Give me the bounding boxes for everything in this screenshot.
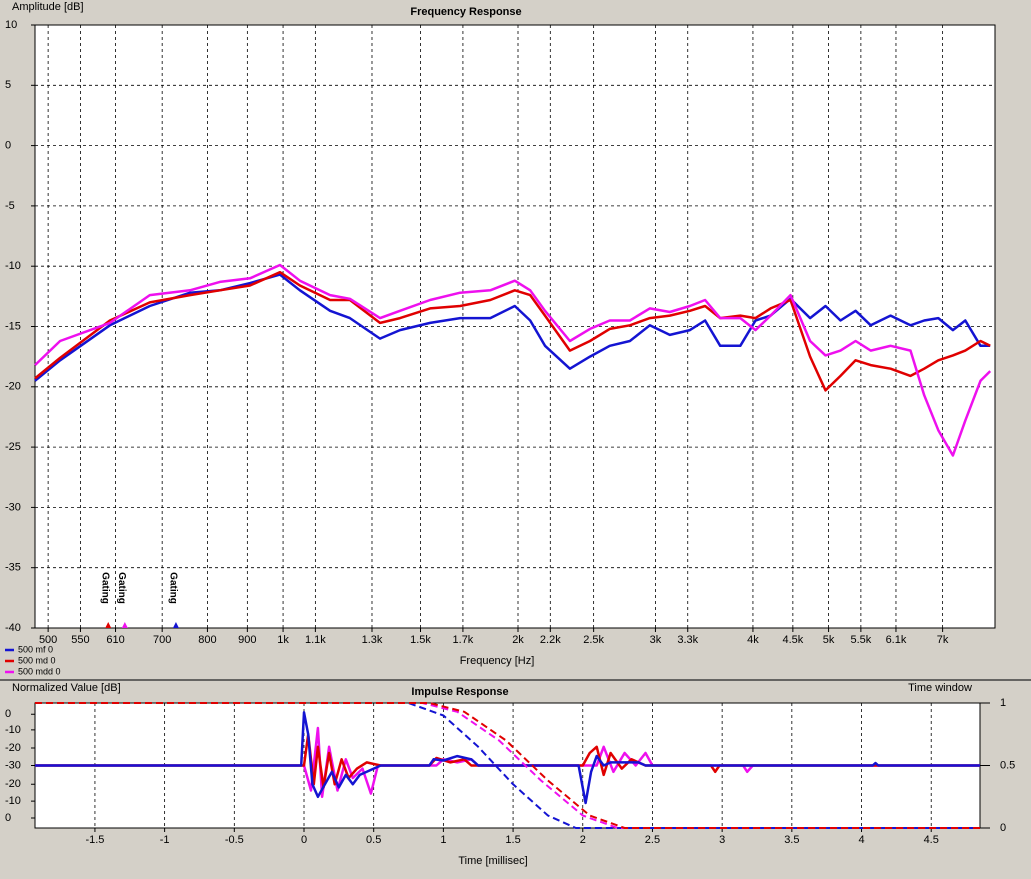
y-tick-label: 0 — [5, 708, 11, 720]
series-line — [34, 273, 991, 382]
x-tick-label: 1 — [440, 834, 446, 846]
y-tick-label: -5 — [5, 200, 15, 212]
y-tick-label: 5 — [5, 79, 11, 91]
x-tick-label: 0.5 — [366, 834, 381, 846]
x-tick-label: 700 — [153, 634, 171, 646]
x-tick-label: 1.1k — [305, 634, 326, 646]
x-tick-label: 1.3k — [362, 634, 383, 646]
y-tick-label: -10 — [5, 260, 21, 272]
x-tick-label: 4.5k — [782, 634, 803, 646]
x-tick-label: 800 — [198, 634, 216, 646]
y-tick-label: -30 — [5, 501, 21, 513]
x-tick-label: 550 — [71, 634, 89, 646]
gating-label: Gating — [116, 572, 127, 604]
x-tick-label: 2 — [580, 834, 586, 846]
x-axis-label: Time [millisec] — [458, 855, 527, 867]
series-line — [35, 711, 980, 805]
x-tick-label: -1 — [160, 834, 170, 846]
x-tick-label: 6.1k — [886, 634, 907, 646]
x-tick-label: 1k — [277, 634, 289, 646]
series-line — [35, 702, 980, 829]
x-tick-label: 7k — [937, 634, 949, 646]
x-tick-label: 3 — [719, 834, 725, 846]
y2-tick-label: 0.5 — [1000, 759, 1015, 771]
y-tick-label: -30 — [5, 759, 21, 771]
y2-tick-label: 1 — [1000, 697, 1006, 709]
x-tick-label: 0 — [301, 834, 307, 846]
y-tick-label: -40 — [5, 622, 21, 634]
y-tick-label: 0 — [5, 140, 11, 152]
y-tick-label: -10 — [5, 724, 21, 736]
gating-label: Gating — [167, 572, 178, 604]
gating-marker — [121, 622, 128, 628]
x-tick-label: 2.5 — [645, 834, 660, 846]
series-line — [35, 702, 980, 829]
y-tick-label: -25 — [5, 441, 21, 453]
y-tick-label: -10 — [5, 795, 21, 807]
y-tick-label: -15 — [5, 320, 21, 332]
y2-axis-label: Time window — [908, 682, 972, 694]
chart-title: Impulse Response — [411, 686, 508, 698]
x-tick-label: -0.5 — [225, 834, 244, 846]
x-tick-label: 4.5 — [924, 834, 939, 846]
y-tick-label: -20 — [5, 381, 21, 393]
x-tick-label: 900 — [238, 634, 256, 646]
x-tick-label: 5.5k — [850, 634, 871, 646]
gating-label: Gating — [100, 572, 111, 604]
y-axis-label: Normalized Value [dB] — [12, 682, 121, 694]
y-tick-label: -20 — [5, 742, 21, 754]
x-tick-label: 4k — [747, 634, 759, 646]
x-tick-label: -1.5 — [85, 834, 104, 846]
gating-marker — [172, 622, 179, 628]
legend-label: 500 md 0 — [18, 655, 56, 665]
series-line — [34, 263, 992, 457]
series-line — [35, 702, 980, 829]
chart-title: Frequency Response — [410, 6, 521, 18]
x-tick-label: 500 — [39, 634, 57, 646]
x-tick-label: 2.5k — [583, 634, 604, 646]
legend-label: 500 mdd 0 — [18, 666, 61, 676]
series-line — [34, 270, 991, 392]
x-tick-label: 4 — [858, 834, 864, 846]
x-tick-label: 3.5 — [784, 834, 799, 846]
y-tick-label: -35 — [5, 562, 21, 574]
x-tick-label: 1.5 — [505, 834, 520, 846]
x-tick-label: 2.2k — [540, 634, 561, 646]
y-tick-label: 10 — [5, 19, 17, 31]
x-tick-label: 2k — [512, 634, 524, 646]
x-tick-label: 5k — [823, 634, 835, 646]
x-tick-label: 610 — [106, 634, 124, 646]
x-tick-label: 3k — [650, 634, 662, 646]
y-axis-label: Amplitude [dB] — [12, 1, 84, 13]
gating-marker — [105, 622, 112, 628]
x-axis-label: Frequency [Hz] — [460, 655, 535, 667]
y-tick-label: -20 — [5, 778, 21, 790]
x-tick-label: 1.7k — [453, 634, 474, 646]
y-tick-label: 0 — [5, 812, 11, 824]
legend-label: 500 mf 0 — [18, 644, 53, 654]
x-tick-label: 1.5k — [410, 634, 431, 646]
x-tick-label: 3.3k — [677, 634, 698, 646]
y2-tick-label: 0 — [1000, 822, 1006, 834]
